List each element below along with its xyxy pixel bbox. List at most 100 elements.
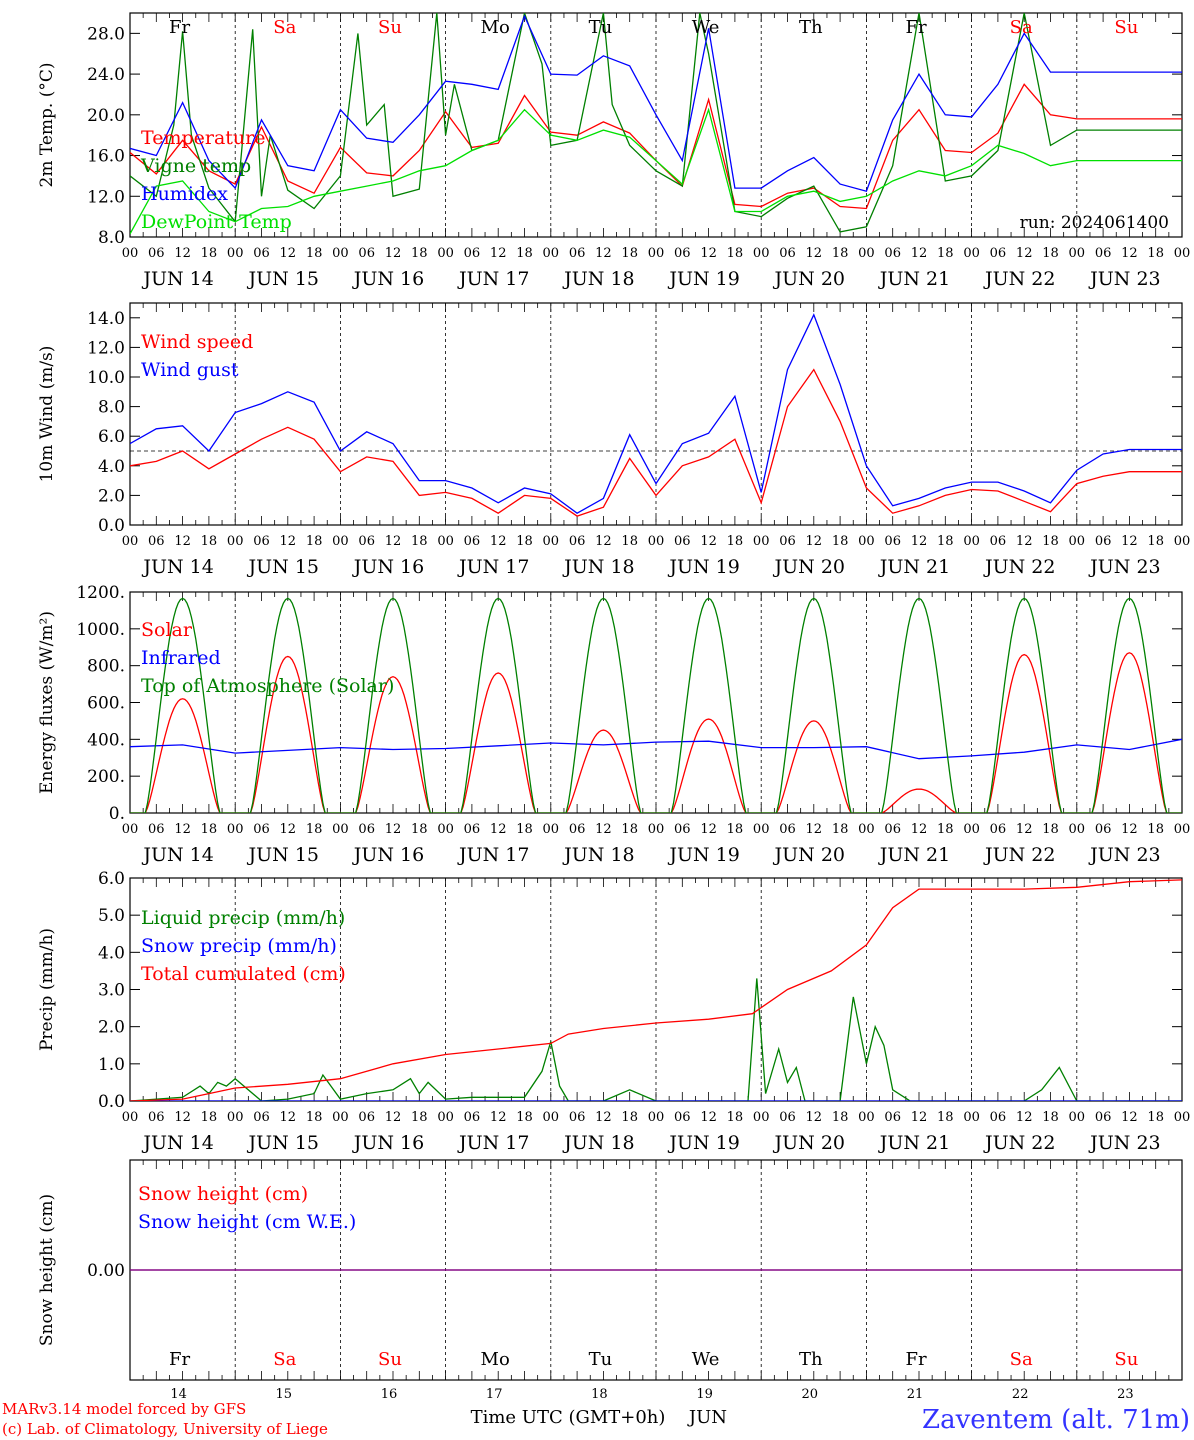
hour-tick-label: 18 xyxy=(937,1110,954,1125)
footer-station: Zaventem (alt. 71m) xyxy=(922,1405,1190,1435)
hour-tick-label: 00 xyxy=(122,1110,139,1125)
hour-tick-label: 12 xyxy=(806,822,823,837)
hour-tick-label: 12 xyxy=(911,246,928,261)
y-tick-label: 1200. xyxy=(76,583,125,603)
hour-tick-label: 06 xyxy=(779,1110,796,1125)
run-annotation: run: 2024061400 xyxy=(1020,213,1169,233)
y-tick-label: 0.0 xyxy=(98,1092,125,1112)
date-label: JUN 23 xyxy=(1088,844,1160,866)
hour-tick-label: 12 xyxy=(595,246,612,261)
hour-tick-label: 06 xyxy=(569,1110,586,1125)
date-label: JUN 19 xyxy=(667,556,739,578)
hour-tick-label: 12 xyxy=(174,534,191,549)
hour-tick-label: 18 xyxy=(1147,822,1164,837)
day-number-label: 21 xyxy=(907,1387,924,1402)
y-tick-label: 12.0 xyxy=(87,187,125,207)
date-label: JUN 20 xyxy=(773,1132,845,1154)
hour-tick-label: 06 xyxy=(990,822,1007,837)
y-tick-label: 5.0 xyxy=(98,906,125,926)
hour-tick-label: 00 xyxy=(753,1110,770,1125)
hour-tick-label: 18 xyxy=(516,246,533,261)
weekday-label: Fr xyxy=(169,1349,190,1370)
date-label: JUN 17 xyxy=(457,1132,529,1154)
hour-tick-label: 12 xyxy=(490,1110,507,1125)
legend-entry: Snow height (cm W.E.) xyxy=(138,1211,356,1233)
hour-tick-label: 00 xyxy=(858,534,875,549)
y-tick-label: 24.0 xyxy=(87,65,125,85)
hour-tick-label: 12 xyxy=(1016,534,1033,549)
hour-tick-label: 00 xyxy=(858,1110,875,1125)
y-tick-label: 16.0 xyxy=(87,147,125,167)
day-number-label: 14 xyxy=(170,1387,187,1402)
legend-entry: Snow height (cm) xyxy=(138,1183,308,1205)
hour-tick-label: 12 xyxy=(1016,1110,1033,1125)
hour-tick-label: 06 xyxy=(358,1110,375,1125)
hour-tick-label: 00 xyxy=(227,822,244,837)
panel-3: 0. 200. 400. 600. 800. 1000. 1200. Energy fluxe… xyxy=(37,583,1190,866)
date-label: JUN 18 xyxy=(562,844,634,866)
footer-month: JUN xyxy=(687,1407,727,1428)
legend-entry: Vigne temp xyxy=(140,155,251,177)
y-tick-label: 6.0 xyxy=(98,427,125,447)
legend-entry: Wind speed xyxy=(141,331,253,353)
footer-xlabel: Time UTC (GMT+0h) xyxy=(471,1407,666,1428)
hour-tick-label: 06 xyxy=(148,246,165,261)
weekday-label: Fr xyxy=(169,17,190,38)
day-number-label: 16 xyxy=(381,1387,398,1402)
hour-tick-label: 12 xyxy=(174,822,191,837)
date-label: JUN 18 xyxy=(562,268,634,290)
weekday-label: Fr xyxy=(905,1349,926,1370)
hour-tick-label: 00 xyxy=(332,246,349,261)
hour-tick-label: 18 xyxy=(306,246,323,261)
hour-tick-label: 18 xyxy=(727,1110,744,1125)
hour-tick-label: 18 xyxy=(411,534,428,549)
hour-tick-label: 12 xyxy=(595,534,612,549)
y-tick-label: 20.0 xyxy=(87,106,125,126)
weekday-label: Sa xyxy=(1010,1349,1033,1370)
day-number-label: 23 xyxy=(1117,1387,1134,1402)
hour-tick-label: 06 xyxy=(674,246,691,261)
date-label: JUN 21 xyxy=(878,268,950,290)
hour-tick-label: 18 xyxy=(727,822,744,837)
hour-tick-label: 00 xyxy=(753,246,770,261)
hour-tick-label: 06 xyxy=(464,1110,481,1125)
day-number-label: 22 xyxy=(1012,1387,1029,1402)
footer-credit-line: (c) Lab. of Climatology, University of L… xyxy=(2,1420,328,1438)
hour-tick-label: 12 xyxy=(595,822,612,837)
weekday-label: Mo xyxy=(481,1349,510,1370)
series-line-humidex xyxy=(130,14,1182,192)
hour-tick-label: 12 xyxy=(1121,534,1138,549)
date-label: JUN 14 xyxy=(141,844,213,866)
y-axis-title: 10m Wind (m/s) xyxy=(37,346,57,483)
date-label: JUN 19 xyxy=(667,1132,739,1154)
legend-entry: Total cumulated (cm) xyxy=(141,963,346,985)
y-tick-label: 0.0 xyxy=(98,516,125,536)
hour-tick-label: 00 xyxy=(437,534,454,549)
series-line-total-cumulated-cm- xyxy=(130,879,1182,1101)
hour-tick-label: 00 xyxy=(332,534,349,549)
hour-tick-label: 18 xyxy=(832,1110,849,1125)
hour-tick-label: 06 xyxy=(464,822,481,837)
y-tick-label: 1.0 xyxy=(98,1055,125,1075)
hour-tick-label: 18 xyxy=(1147,534,1164,549)
hour-tick-label: 00 xyxy=(227,1110,244,1125)
hour-tick-label: 00 xyxy=(543,534,560,549)
hour-tick-label: 18 xyxy=(1147,246,1164,261)
date-label: JUN 23 xyxy=(1088,1132,1160,1154)
hour-tick-label: 00 xyxy=(227,246,244,261)
y-axis-title: Snow height (cm) xyxy=(37,1194,57,1346)
hour-tick-label: 06 xyxy=(358,246,375,261)
hour-tick-label: 06 xyxy=(884,246,901,261)
hour-tick-label: 18 xyxy=(621,534,638,549)
hour-tick-label: 00 xyxy=(1069,246,1086,261)
hour-tick-label: 12 xyxy=(280,822,297,837)
hour-tick-label: 00 xyxy=(543,822,560,837)
hour-tick-label: 06 xyxy=(253,1110,270,1125)
weekday-label: Tu xyxy=(589,17,613,38)
hour-tick-label: 12 xyxy=(490,822,507,837)
y-tick-label: 4.0 xyxy=(98,457,125,477)
hour-tick-label: 12 xyxy=(174,246,191,261)
hour-tick-label: 12 xyxy=(1016,246,1033,261)
hour-tick-label: 18 xyxy=(411,1110,428,1125)
hour-tick-label: 00 xyxy=(437,246,454,261)
